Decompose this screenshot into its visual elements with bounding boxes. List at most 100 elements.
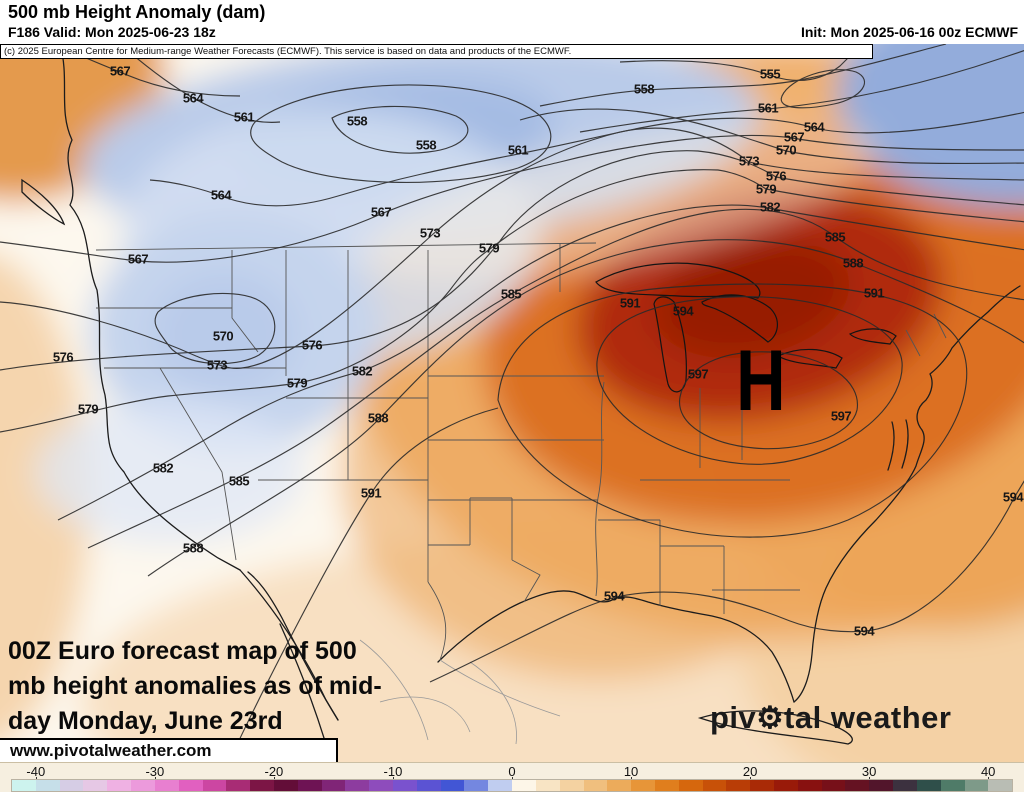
color-scale-cell [107,780,132,791]
color-scale-cell [178,780,203,791]
copyright-text: (c) 2025 European Centre for Medium-rang… [0,44,873,59]
scale-tick-label: -20 [264,764,284,779]
color-scale-cell [583,780,608,791]
annotation-line: mb height anomalies as of mid- [8,672,382,700]
color-scale-cell [250,780,274,791]
color-scale-cell [273,780,298,791]
scale-tick-mark [631,777,633,780]
contour-label: 594 [1002,489,1024,505]
color-scale-cell [821,780,846,791]
contour-label: 588 [842,255,864,271]
contour-label: 591 [360,485,382,501]
contour-label: 576 [52,349,74,365]
contour-label: 558 [346,113,368,129]
high-pressure-symbol: H [736,333,786,429]
scale-tick-label: -30 [145,764,165,779]
contour-label: 579 [755,181,777,197]
contour-label: 558 [633,81,655,97]
color-scale-cell [512,780,536,791]
contour-label: 591 [863,285,885,301]
pivotal-weather-logo: piv⚙tal weather [710,700,951,736]
weather-map-canvas [0,44,1024,762]
color-scale-cell [12,780,36,791]
color-scale-cell [154,780,179,791]
color-scale-cell [345,780,370,791]
contour-label: 564 [803,119,825,135]
color-scale-cell [702,780,727,791]
init-time-label: Init: Mon 2025-06-16 00z ECMWF [800,24,1018,40]
contour-label: 597 [830,408,852,424]
contour-label: 582 [152,460,174,476]
anomaly-color-scale: -40 -30 -20 -10 0 10 20 30 40 [0,762,1024,792]
color-scale-cell [916,780,941,791]
contour-label: 567 [370,204,392,220]
scale-color-bar [11,779,1013,792]
contour-label: 585 [228,473,250,489]
forecast-annotation: 00Z Euro forecast map of 500 mb height a… [8,634,382,739]
contour-label: 561 [507,142,529,158]
contour-label: 585 [500,286,522,302]
color-scale-cell [321,780,346,791]
color-scale-cell [83,780,108,791]
scale-tick-mark [750,777,752,780]
contour-label: 573 [419,225,441,241]
scale-tick-mark [35,777,37,780]
scale-tick-mark [154,777,156,780]
contour-label: 588 [367,410,389,426]
color-scale-cell [631,780,655,791]
contour-label: 567 [127,251,149,267]
contour-label: 564 [182,90,204,106]
contour-label: 573 [738,153,760,169]
contour-label: 561 [233,109,255,125]
scale-tick-mark [273,777,275,780]
color-scale-cell [226,780,251,791]
color-scale-cell [893,780,917,791]
color-scale-cell [131,780,155,791]
contour-label: 561 [757,100,779,116]
scale-tick-label: 10 [623,764,639,779]
color-scale-cell [59,780,84,791]
contour-label: 570 [212,328,234,344]
scale-tick-label: 40 [980,764,996,779]
logo-text-right: tal weather [784,700,952,735]
annotation-line: 00Z Euro forecast map of 500 [8,637,357,665]
contour-label: 564 [210,187,232,203]
contour-label: 594 [853,623,875,639]
color-scale-cell [35,780,60,791]
contour-label: 585 [824,229,846,245]
contour-label: 597 [687,366,709,382]
color-scale-cell [726,780,751,791]
contour-label: 579 [286,375,308,391]
scale-tick-label: 0 [508,764,516,779]
mexico-borders [359,639,561,745]
header: 500 mb Height Anomaly (dam) F186 Valid: … [0,0,1024,44]
scale-tick-mark [869,777,871,780]
color-scale-cell [559,780,584,791]
annotation-line: day Monday, June 23rd [8,707,283,735]
scale-tick-label: -10 [383,764,403,779]
website-box: www.pivotalweather.com [0,738,338,762]
contour-label: 594 [672,303,694,319]
color-scale-cell [416,780,441,791]
contour-label: 582 [351,363,373,379]
contour-label: 594 [603,588,625,604]
contour-label: 573 [206,357,228,373]
valid-time-label: F186 Valid: Mon 2025-06-23 18z [8,24,216,40]
contour-label: 570 [775,142,797,158]
contour-label: 582 [759,199,781,215]
scale-tick-mark [512,777,513,780]
color-scale-cell [464,780,489,791]
color-scale-cell [797,780,822,791]
scale-tick-label: -40 [26,764,46,779]
weather-map: (c) 2025 European Centre for Medium-rang… [0,44,1024,762]
contour-label: 579 [478,240,500,256]
scale-tick-label: 20 [742,764,758,779]
color-scale-cell [988,780,1013,791]
color-scale-cell [774,780,798,791]
color-scale-cell [750,780,774,791]
color-scale-cell [369,780,393,791]
color-scale-cell [654,780,679,791]
contour-label: 591 [619,295,641,311]
color-scale-cell [607,780,632,791]
contour-label: 588 [182,540,204,556]
